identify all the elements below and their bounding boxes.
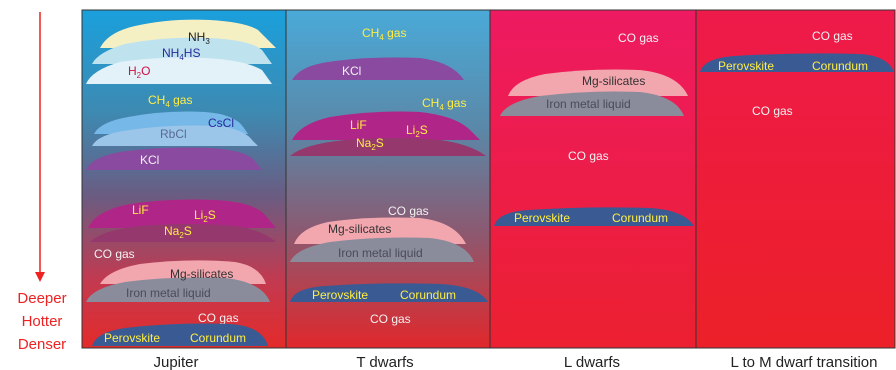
panel-label-l-to-m-transition: L to M dwarf transition: [730, 354, 877, 370]
lif-label: LiF: [132, 203, 149, 217]
na2s-label: Na2S: [164, 224, 192, 240]
na2s-label: Na2S: [356, 136, 384, 152]
perovskite-corundum-cloud: [92, 323, 268, 346]
corundum-label: Corundum: [812, 59, 868, 73]
co-gas-label-1: CO gas: [94, 247, 135, 261]
iron-liquid-label: Iron metal liquid: [338, 246, 423, 260]
iron-liquid-cloud: [500, 91, 684, 116]
iron-liquid-cloud: [290, 237, 474, 262]
perovskite-label: Perovskite: [718, 59, 774, 73]
kcl-cloud: [86, 147, 262, 170]
co-gas-label-1: CO gas: [812, 29, 853, 43]
panel-label-l-dwarfs: L dwarfs: [564, 354, 620, 370]
panel-t-dwarfs: CH4 gas KCl CH4 gas LiF Li2S Na2S CO gas…: [285, 9, 491, 370]
rbcl-label: RbCl: [160, 127, 187, 141]
li2s-label: Li2S: [194, 208, 216, 224]
h2o-label: H2O: [128, 64, 150, 80]
co-gas-label-2: CO gas: [752, 104, 793, 118]
axis-label-deeper: Deeper: [17, 290, 66, 307]
nh4hs-cloud: [92, 37, 272, 64]
mg-silicates-cloud: [508, 69, 688, 96]
nh4hs-label: NH4HS: [162, 46, 200, 62]
iron-liquid-cloud: [86, 277, 270, 302]
kcl-label: KCl: [342, 64, 361, 78]
h2o-cloud: [86, 57, 272, 84]
iron-liquid-label: Iron metal liquid: [126, 286, 211, 300]
kcl-cloud: [292, 57, 464, 80]
panel-label-t-dwarfs: T dwarfs: [356, 354, 413, 370]
co-gas-label-2: CO gas: [568, 149, 609, 163]
co-gas-label-1: CO gas: [388, 204, 429, 218]
nh3-label: NH3: [188, 30, 210, 46]
co-gas-label-2: CO gas: [370, 312, 411, 326]
perovskite-label: Perovskite: [104, 331, 160, 345]
panel-l-to-m-transition: CO gas Perovskite Corundum CO gas L to M…: [695, 9, 896, 370]
na2s-cloud: [90, 224, 276, 242]
mg-silicates-cloud: [294, 217, 466, 244]
cscl-label: CsCl: [208, 116, 234, 130]
lif-li2s-cloud: [88, 199, 276, 228]
lif-li2s-cloud: [292, 111, 480, 140]
corundum-label: Corundum: [190, 331, 246, 345]
mg-silicates-label: Mg-silicates: [170, 267, 233, 281]
perovskite-label: Perovskite: [514, 211, 570, 225]
ch4-gas-top-label: CH4 gas: [362, 26, 406, 42]
panel-jupiter: NH3 NH4HS H2O CH4 gas CsCl RbCl KCl LiF …: [81, 9, 287, 370]
corundum-label: Corundum: [400, 288, 456, 302]
kcl-label: KCl: [140, 153, 159, 167]
panel-l-dwarfs: CO gas Mg-silicates Iron metal liquid CO…: [489, 9, 697, 370]
perovskite-corundum-cloud: [290, 283, 488, 302]
ch4-gas-label: CH4 gas: [148, 93, 192, 109]
depth-arrow-head: [35, 272, 45, 282]
na2s-cloud: [290, 138, 486, 156]
lif-label: LiF: [350, 118, 367, 132]
li2s-label: Li2S: [406, 123, 428, 139]
panel-l-dwarfs-background: [489, 9, 697, 349]
mg-silicates-label: Mg-silicates: [582, 74, 645, 88]
axis-label-hotter: Hotter: [22, 313, 63, 330]
co-gas-label-2: CO gas: [198, 311, 239, 325]
ch4-gas-mid-label: CH4 gas: [422, 96, 466, 112]
co-gas-label-1: CO gas: [618, 31, 659, 45]
iron-liquid-label: Iron metal liquid: [546, 97, 631, 111]
mg-silicates-label: Mg-silicates: [328, 222, 391, 236]
corundum-label: Corundum: [612, 211, 668, 225]
perovskite-label: Perovskite: [312, 288, 368, 302]
depth-axis: Deeper Hotter Denser: [17, 12, 67, 353]
panel-label-jupiter: Jupiter: [153, 354, 198, 370]
rbcl-cloud: [92, 125, 258, 146]
axis-label-denser: Denser: [18, 336, 66, 353]
perovskite-corundum-cloud: [700, 53, 894, 72]
perovskite-corundum-cloud: [494, 207, 694, 226]
